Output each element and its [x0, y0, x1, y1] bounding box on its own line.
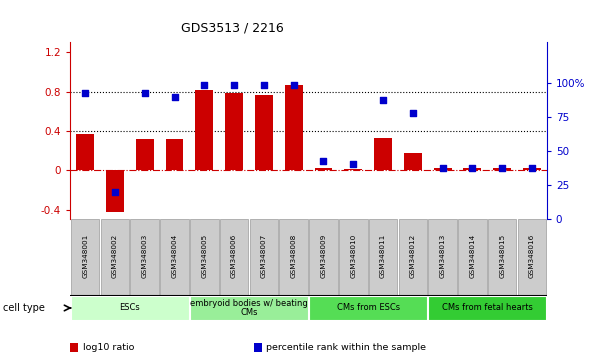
Bar — [255, 95, 273, 170]
Bar — [76, 134, 94, 170]
Bar — [249, 219, 278, 296]
Bar — [339, 219, 368, 296]
Text: GSM348015: GSM348015 — [499, 234, 505, 278]
Text: embryoid bodies w/ beating
CMs: embryoid bodies w/ beating CMs — [190, 299, 308, 317]
Text: GDS3513 / 2216: GDS3513 / 2216 — [181, 21, 284, 34]
Bar — [315, 169, 332, 170]
Bar — [220, 219, 249, 296]
Point — [199, 82, 209, 87]
Text: GSM348010: GSM348010 — [350, 234, 356, 278]
Point — [348, 161, 358, 166]
Bar — [285, 85, 302, 170]
Bar — [190, 296, 308, 320]
Point — [229, 82, 239, 87]
Text: GSM348008: GSM348008 — [291, 234, 297, 278]
Bar — [309, 296, 427, 320]
Bar — [404, 153, 422, 170]
Bar — [309, 219, 338, 296]
Bar — [166, 139, 183, 170]
Bar — [374, 138, 392, 170]
Text: cell type: cell type — [3, 303, 45, 313]
Bar — [458, 219, 487, 296]
Text: GSM348003: GSM348003 — [142, 234, 148, 278]
Point — [110, 189, 120, 195]
Bar — [398, 219, 427, 296]
Text: CMs from fetal hearts: CMs from fetal hearts — [442, 303, 533, 313]
Text: log10 ratio: log10 ratio — [83, 343, 134, 352]
Text: ESCs: ESCs — [120, 303, 140, 313]
Bar — [488, 219, 516, 296]
Point — [467, 165, 477, 171]
Point — [289, 82, 299, 87]
Text: GSM348009: GSM348009 — [320, 234, 326, 278]
Point — [408, 110, 418, 116]
Bar — [493, 169, 511, 170]
Bar — [428, 219, 457, 296]
Text: percentile rank within the sample: percentile rank within the sample — [266, 343, 426, 352]
Bar — [345, 169, 362, 170]
Text: GSM348007: GSM348007 — [261, 234, 267, 278]
Text: GSM348012: GSM348012 — [410, 234, 416, 278]
Text: GSM348002: GSM348002 — [112, 234, 118, 278]
Bar — [428, 296, 546, 320]
Bar — [279, 219, 308, 296]
Point — [378, 97, 388, 103]
Point — [497, 165, 507, 171]
Point — [437, 165, 447, 171]
Point — [527, 165, 537, 171]
Bar — [368, 219, 397, 296]
Bar — [518, 219, 546, 296]
Bar — [136, 139, 154, 170]
Text: GSM348005: GSM348005 — [201, 234, 207, 278]
Point — [318, 158, 328, 164]
Text: GSM348001: GSM348001 — [82, 234, 88, 278]
Bar — [71, 219, 100, 296]
Point — [80, 90, 90, 96]
Bar — [106, 170, 124, 212]
Bar — [523, 169, 541, 170]
Bar — [130, 219, 159, 296]
Bar — [101, 219, 130, 296]
Point — [140, 90, 150, 96]
Text: GSM348013: GSM348013 — [439, 234, 445, 278]
Text: GSM348011: GSM348011 — [380, 234, 386, 278]
Bar — [71, 296, 189, 320]
Text: GSM348014: GSM348014 — [469, 234, 475, 278]
Text: CMs from ESCs: CMs from ESCs — [337, 303, 400, 313]
Text: GSM348006: GSM348006 — [231, 234, 237, 278]
Point — [170, 94, 180, 100]
Point — [259, 82, 269, 87]
Bar — [463, 169, 481, 170]
Bar — [196, 90, 213, 170]
Text: GSM348004: GSM348004 — [172, 234, 178, 278]
Bar — [160, 219, 189, 296]
Text: GSM348016: GSM348016 — [529, 234, 535, 278]
Bar — [225, 93, 243, 170]
Bar — [434, 169, 452, 170]
Bar — [190, 219, 219, 296]
